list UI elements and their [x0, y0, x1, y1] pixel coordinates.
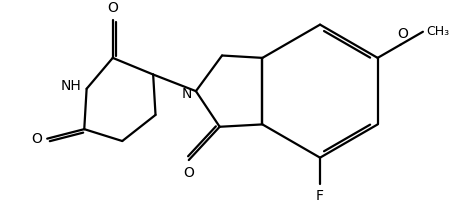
Text: CH₃: CH₃ — [427, 25, 450, 38]
Text: O: O — [397, 27, 408, 41]
Text: NH: NH — [60, 79, 81, 93]
Text: O: O — [183, 166, 194, 180]
Text: O: O — [107, 1, 118, 15]
Text: F: F — [316, 190, 324, 203]
Text: O: O — [31, 132, 43, 146]
Text: N: N — [182, 86, 192, 101]
